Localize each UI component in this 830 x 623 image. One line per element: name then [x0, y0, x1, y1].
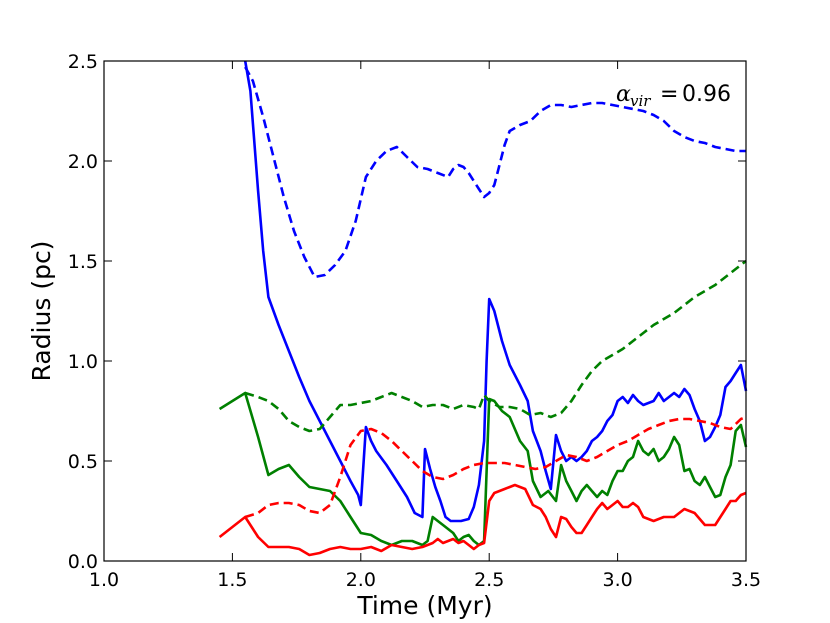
- x-tick-label-4: 3.0: [602, 569, 632, 591]
- annotation-symbol: α: [616, 82, 631, 107]
- y-tick-label-3: 1.5: [68, 251, 98, 273]
- y-tick-label-5: 2.5: [68, 51, 98, 73]
- tick-group: 1.0 1.5 2.0 2.5 3.0 3.5 0.0 0.5 1.0 1.5 2.0 2.5: [68, 51, 761, 591]
- x-axis-label: Time (Myr): [356, 591, 492, 620]
- x-tick-label-1: 1.5: [217, 569, 247, 591]
- series-line-3: [244, 259, 747, 433]
- series-line-2: [218, 391, 748, 547]
- series-line-0: [243, 60, 748, 523]
- annotation-value: 0.96: [682, 82, 731, 107]
- plot-frame: [103, 60, 747, 562]
- y-tick-label-2: 1.0: [68, 351, 98, 373]
- x-tick-label-5: 3.5: [731, 569, 761, 591]
- series-line-4: [218, 483, 747, 557]
- x-tick-label-2: 2.0: [346, 569, 376, 591]
- series-line-5: [244, 415, 747, 519]
- y-axis-label: Radius (pc): [27, 241, 56, 382]
- annotation-subscript: vir: [630, 92, 651, 110]
- x-tick-label-3: 2.5: [474, 569, 504, 591]
- x-tick-label-0: 1.0: [89, 569, 119, 591]
- y-tick-label-1: 0.5: [68, 451, 98, 473]
- annotation-alpha-vir: α vir = 0.96: [616, 82, 731, 110]
- annotation-equals: =: [660, 82, 678, 107]
- series-group: [218, 60, 748, 557]
- y-tick-label-4: 2.0: [68, 151, 98, 173]
- y-tick-label-0: 0.0: [68, 551, 98, 573]
- series-line-1: [244, 66, 746, 279]
